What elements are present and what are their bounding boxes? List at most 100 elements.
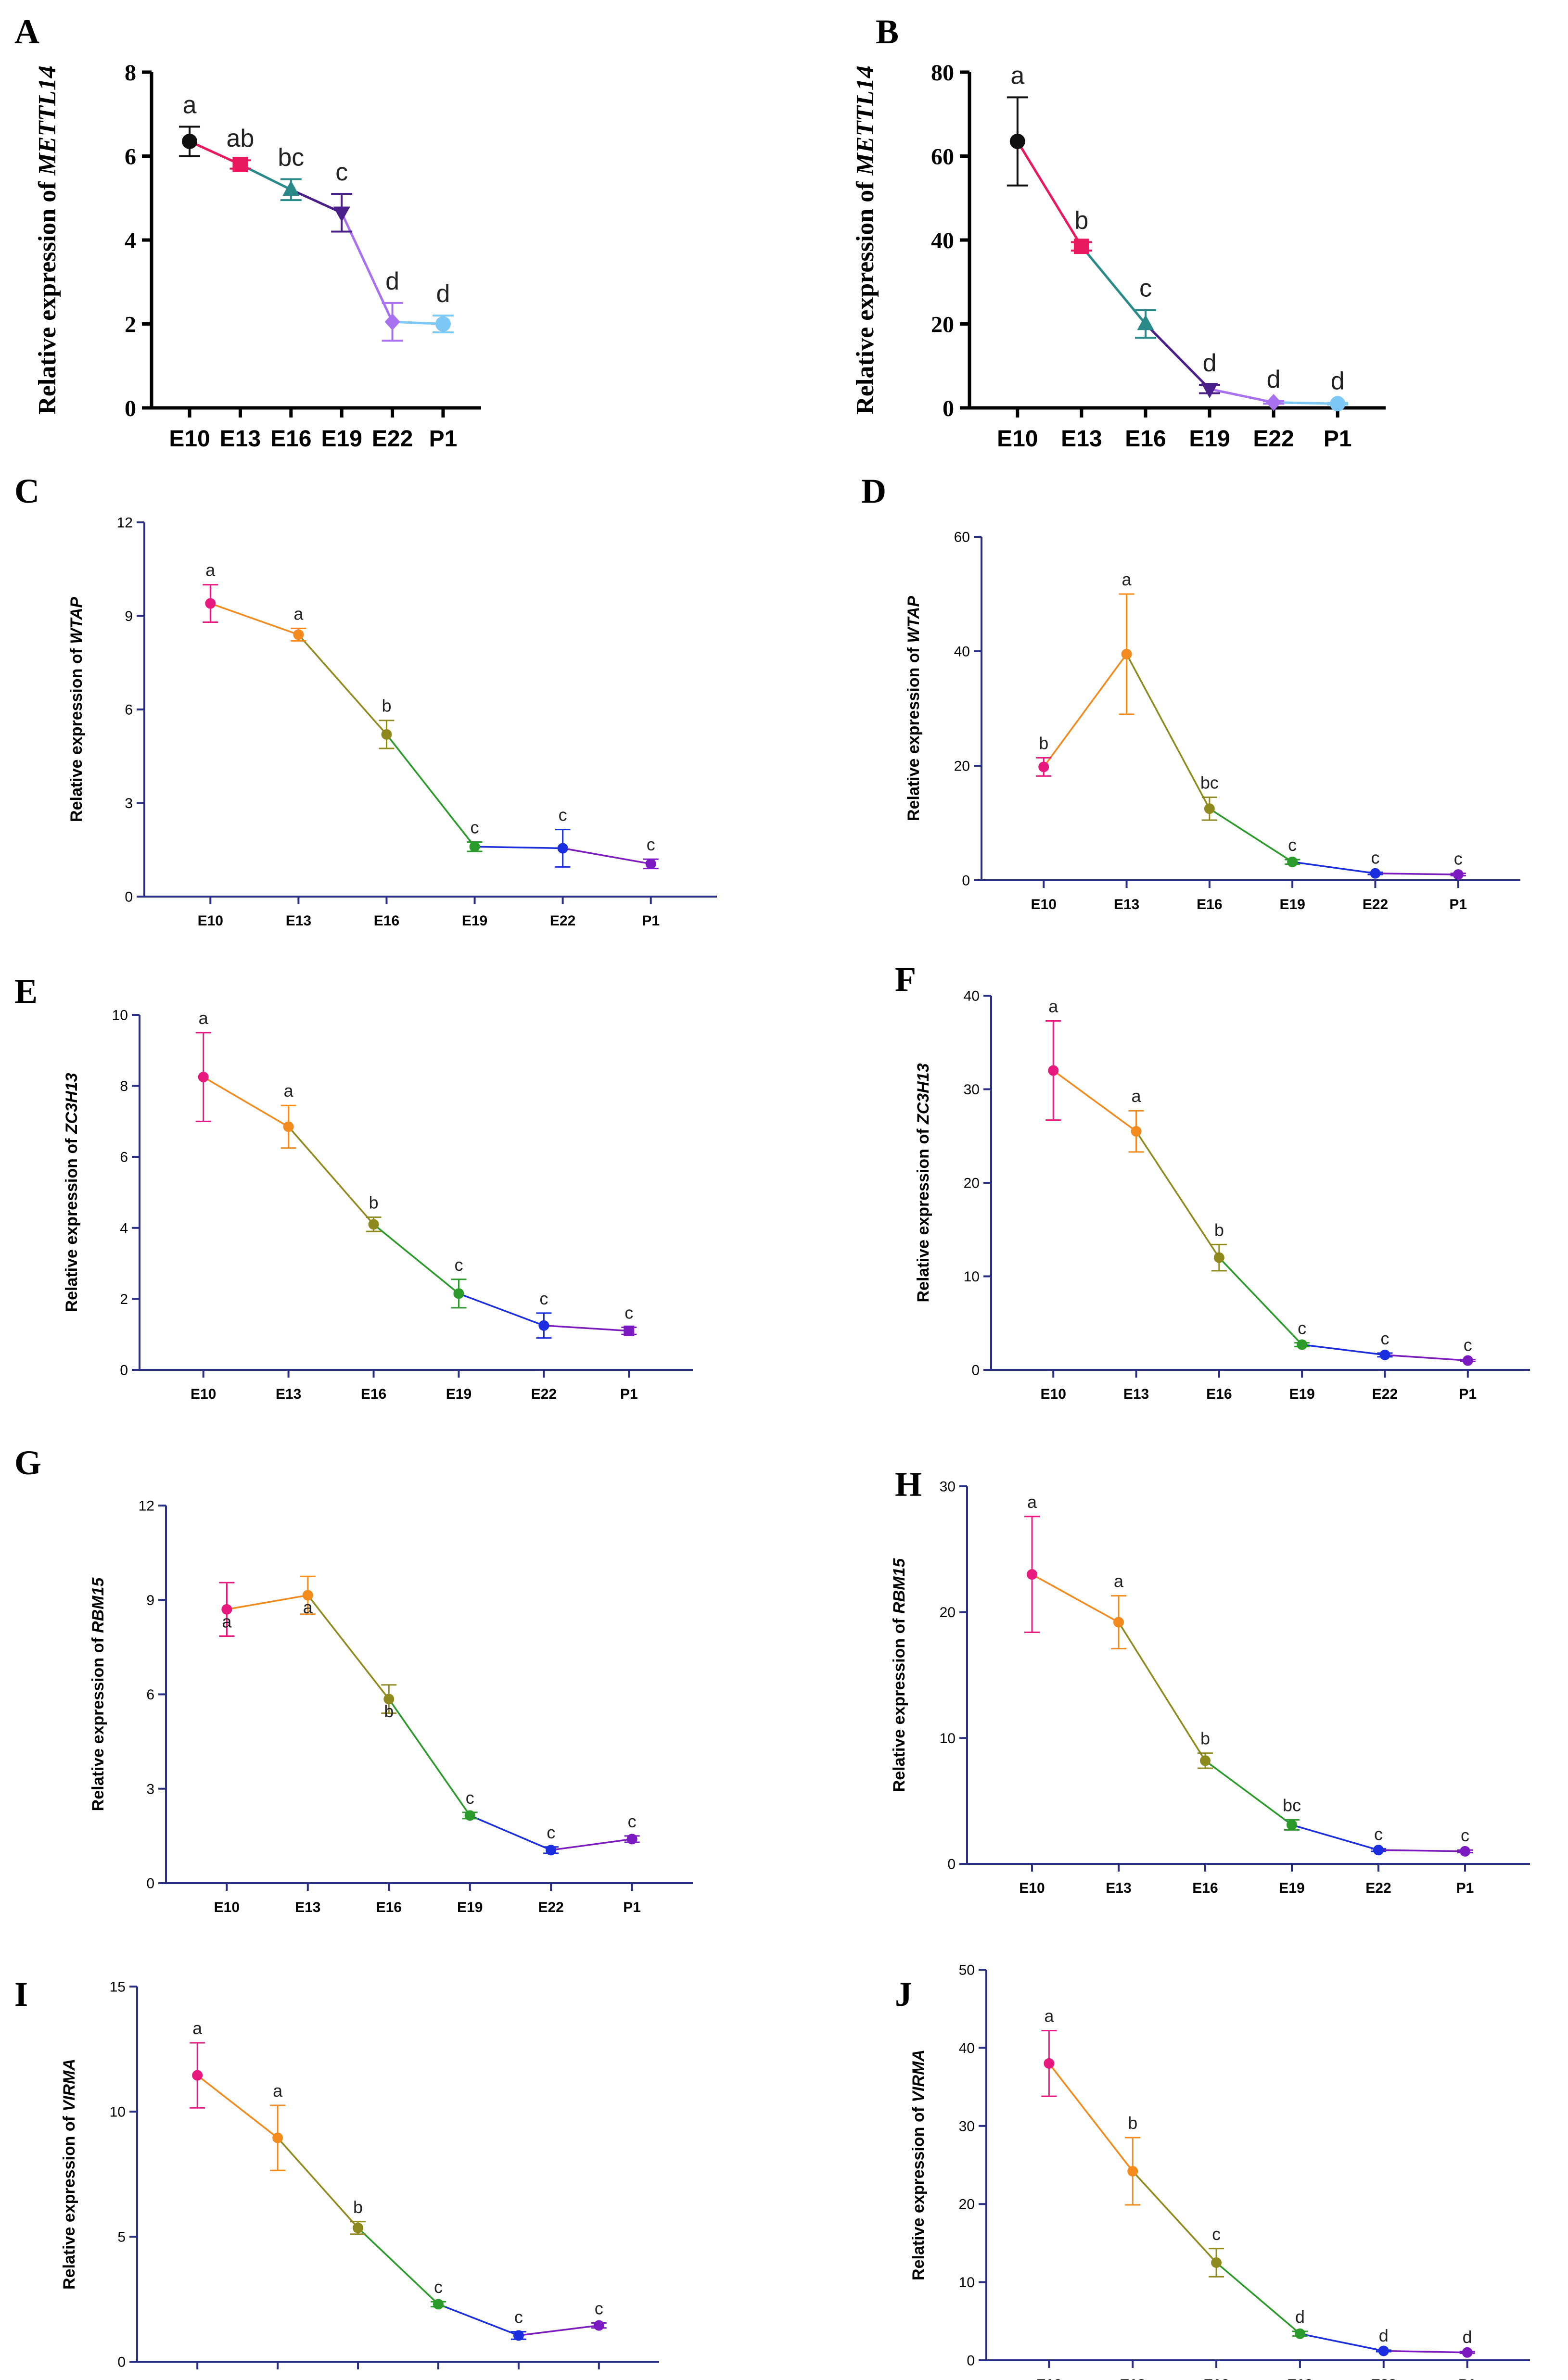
data-point [453, 1288, 464, 1299]
x-tick-label: E13 [1114, 897, 1139, 912]
chart-panel-j: J 0 10 20 30 40 50 E10 E13 E16 E19 E22 P1 Relative ex… [895, 1962, 1530, 2380]
x-tick-label: E16 [374, 913, 399, 929]
y-axis-title-prefix: Relative expression of [852, 175, 879, 414]
data-point [1266, 394, 1282, 411]
significance-letter: d [1379, 2326, 1389, 2345]
series-segment [392, 320, 444, 325]
significance-letter: bc [1200, 772, 1219, 792]
series-segment [388, 1698, 471, 1816]
data-point [302, 1590, 313, 1601]
panel-label: I [14, 1975, 28, 2013]
significance-letter: b [369, 1193, 379, 1213]
x-tick-label: E10 [1041, 1386, 1066, 1402]
significance-letter: c [647, 835, 655, 854]
data-point [538, 1320, 549, 1331]
y-tick-label: 20 [964, 1176, 980, 1191]
data-point [383, 1694, 395, 1705]
series-segment [1135, 1131, 1220, 1258]
data-point [1073, 239, 1089, 254]
x-tick-label: E19 [457, 1899, 483, 1915]
significance-letter: a [303, 1597, 313, 1617]
series-segment [277, 2137, 359, 2228]
x-tick-label: E10 [997, 426, 1038, 452]
x-tick-label: E19 [1287, 2377, 1313, 2380]
y-tick-label: 2 [125, 312, 136, 337]
significance-letter: d [1295, 2307, 1305, 2327]
data-point [435, 316, 451, 332]
x-tick-label: E22 [372, 426, 413, 452]
y-tick-label: 10 [964, 1269, 980, 1285]
x-tick-label: E22 [531, 1386, 557, 1402]
y-tick-label: 0 [967, 2353, 975, 2369]
data-point [333, 206, 350, 222]
y-tick-label: 30 [959, 2118, 975, 2134]
series-segment [1301, 1343, 1385, 1356]
series-segment [1300, 2333, 1384, 2352]
significance-letter: a [205, 560, 216, 580]
significance-letter: c [1288, 835, 1297, 855]
significance-letter: d [1331, 367, 1345, 395]
series-segment [550, 1838, 632, 1851]
y-tick-label: 10 [112, 1008, 128, 1024]
y-axis-title: Relative expression of ZC3H13 [914, 1063, 932, 1302]
series-segment [1032, 1573, 1119, 1623]
y-tick-label: 6 [146, 1687, 154, 1703]
data-point [1462, 1355, 1473, 1366]
series-segment [1125, 654, 1211, 810]
significance-letter: c [625, 1303, 633, 1322]
data-point [221, 1604, 232, 1615]
y-axis-title-gene: METTL14 [852, 65, 879, 176]
data-point [1294, 2328, 1305, 2339]
data-point [293, 629, 304, 640]
series-segment [470, 1814, 551, 1851]
significance-letter: c [1464, 1335, 1472, 1355]
y-axis-title-gene: RBM15 [890, 1558, 908, 1614]
data-point [1127, 2165, 1138, 2177]
data-point [353, 2222, 364, 2233]
y-axis-title: Relative expression of VIRMA [60, 2059, 78, 2290]
series-segment [1145, 323, 1211, 390]
significance-letter: b [382, 696, 391, 716]
chart-panel-b: B 0 20 40 60 80 E10 E13 E16 E19 E22 P1 Relative expr… [852, 13, 1386, 452]
panel-label: D [861, 472, 886, 510]
y-tick-label: 0 [120, 1363, 128, 1379]
series-segment [518, 2324, 599, 2337]
x-tick-label: E19 [462, 913, 487, 929]
significance-letter: a [1027, 1492, 1037, 1512]
y-tick-label: 8 [125, 60, 136, 86]
panel-label: F [895, 960, 916, 999]
significance-letter: a [1114, 1571, 1124, 1591]
significance-letter: c [547, 1823, 555, 1842]
y-tick-label: 10 [959, 2275, 975, 2291]
series-segment [357, 2227, 439, 2305]
y-tick-label: 0 [943, 396, 954, 421]
x-tick-label: E10 [184, 2378, 210, 2380]
significance-letter: a [1010, 62, 1024, 89]
significance-letter: a [284, 1081, 294, 1101]
data-point [368, 1219, 379, 1230]
y-tick-label: 50 [959, 1962, 975, 1978]
y-axis-title: Relative expression of RBM15 [890, 1558, 908, 1792]
x-tick-label: E13 [1106, 1880, 1131, 1896]
y-axis-title-gene: WTAP [905, 596, 923, 643]
x-tick-label: E13 [1123, 1386, 1149, 1402]
significance-letter: c [454, 1255, 463, 1275]
series-segment [288, 1126, 374, 1225]
significance-letter: a [192, 2018, 203, 2038]
x-tick-label: E13 [276, 1386, 301, 1402]
series-segment [438, 2303, 519, 2337]
data-point [593, 2320, 604, 2331]
data-point [1044, 2058, 1055, 2069]
y-axis-title-gene: VIRMA [909, 2050, 928, 2102]
x-tick-label: E10 [1019, 1880, 1045, 1896]
significance-letter: d [1267, 366, 1281, 393]
data-point [1200, 1755, 1211, 1766]
panel-label: G [14, 1443, 41, 1482]
chart-panel-a: A 0 2 4 6 8 E10 E13 E16 E19 E22 P1 Relative expressi… [14, 13, 481, 452]
series-segment [544, 1325, 629, 1332]
significance-letter: d [385, 267, 399, 295]
x-tick-label: P1 [590, 2378, 608, 2380]
series-segment [1215, 2262, 1301, 2335]
significance-letter: c [539, 1289, 548, 1308]
y-tick-label: 20 [931, 312, 954, 337]
